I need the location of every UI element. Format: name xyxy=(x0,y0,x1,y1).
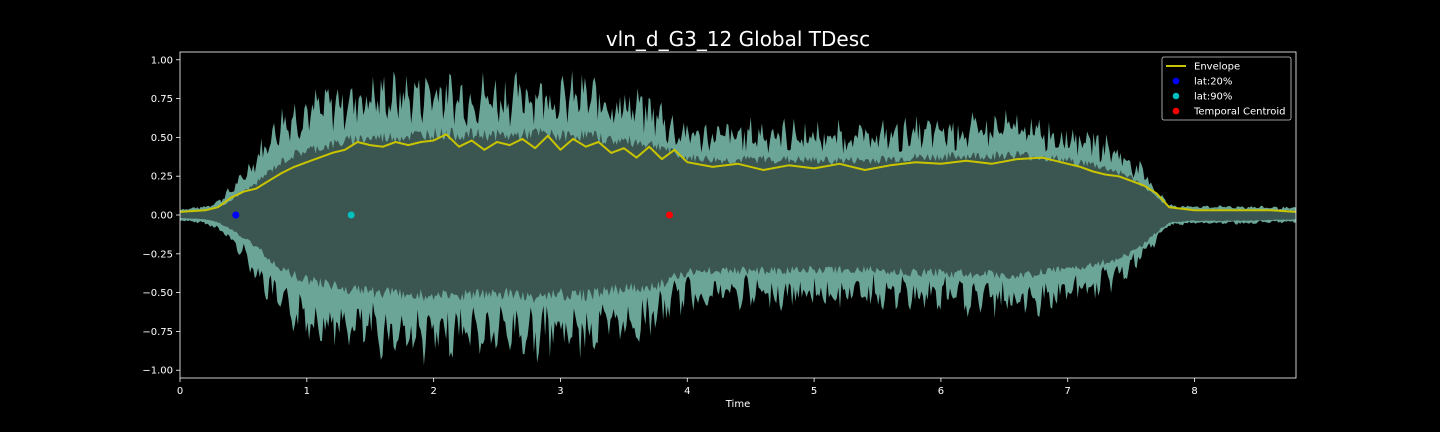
y-tick-label: −0.25 xyxy=(142,249,173,260)
x-tick-label: 8 xyxy=(1191,386,1197,397)
legend-entry: lat:20% xyxy=(1194,77,1232,88)
legend-swatch-point xyxy=(1172,77,1180,85)
x-tick-label: 5 xyxy=(811,386,817,397)
legend-entry: Envelope xyxy=(1194,62,1240,73)
y-tick-label: −1.00 xyxy=(142,366,173,377)
plot-content xyxy=(180,70,1296,366)
x-tick-label: 2 xyxy=(430,386,436,397)
x-axis-label: Time xyxy=(725,399,750,410)
x-tick-label: 1 xyxy=(304,386,310,397)
legend: Envelope lat:20% lat:90% Temporal Centroid xyxy=(1161,56,1292,121)
waveform-inner xyxy=(180,127,1296,303)
legend-swatch-point xyxy=(1172,107,1180,115)
x-tick-label: 6 xyxy=(938,386,944,397)
y-tick-label: 0.25 xyxy=(151,172,173,183)
point-lat-90- xyxy=(347,211,355,219)
x-tick-label: 3 xyxy=(557,386,563,397)
y-tick-label: 1.00 xyxy=(151,55,173,66)
axes: 0 1 2 3 4 5 6 7 8 1.00 0.75 0.50 0.25 0.00 −0.25 −0.50 −… xyxy=(142,51,1297,397)
y-tick-label: 0.50 xyxy=(151,133,173,144)
chart-title: vln_d_G3_12 Global TDesc xyxy=(606,27,870,51)
plot-area xyxy=(180,70,1296,366)
y-tick-label: 0.00 xyxy=(151,211,173,222)
y-tick-label: −0.50 xyxy=(142,288,173,299)
x-tick-label: 7 xyxy=(1065,386,1071,397)
legend-box xyxy=(1161,56,1292,121)
y-tick-label: 0.75 xyxy=(151,94,173,105)
y-tick-label: −0.75 xyxy=(142,327,173,338)
x-tick-label: 0 xyxy=(177,386,183,397)
x-tick-label: 4 xyxy=(684,386,690,397)
point-lat-20- xyxy=(232,211,240,219)
legend-entry: lat:90% xyxy=(1194,92,1232,103)
legend-entry: Temporal Centroid xyxy=(1193,107,1286,118)
point-temporal-centroid xyxy=(666,211,674,219)
series-line-envelope xyxy=(180,133,1296,213)
legend-swatch-point xyxy=(1172,92,1180,100)
